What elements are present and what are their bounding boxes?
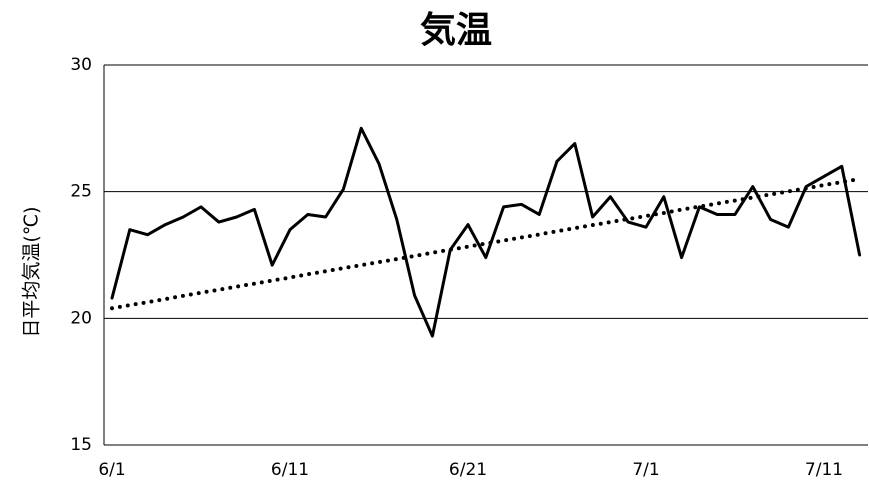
y-tick-label: 20: [70, 308, 92, 328]
y-tick-label: 25: [70, 182, 92, 202]
chart-title: 気温: [420, 10, 492, 51]
y-tick-label: 15: [70, 435, 92, 455]
x-tick-label: 6/1: [98, 460, 125, 480]
x-tick-label: 6/11: [271, 460, 309, 480]
y-tick-label: 30: [70, 55, 92, 75]
x-tick-label: 7/11: [805, 460, 843, 480]
trend-line: [110, 177, 862, 311]
x-tick-label: 6/21: [449, 460, 487, 480]
x-tick-label: 7/1: [632, 460, 659, 480]
y-axis-title: 日平均気温(℃): [21, 206, 43, 337]
data-line: [110, 126, 862, 338]
